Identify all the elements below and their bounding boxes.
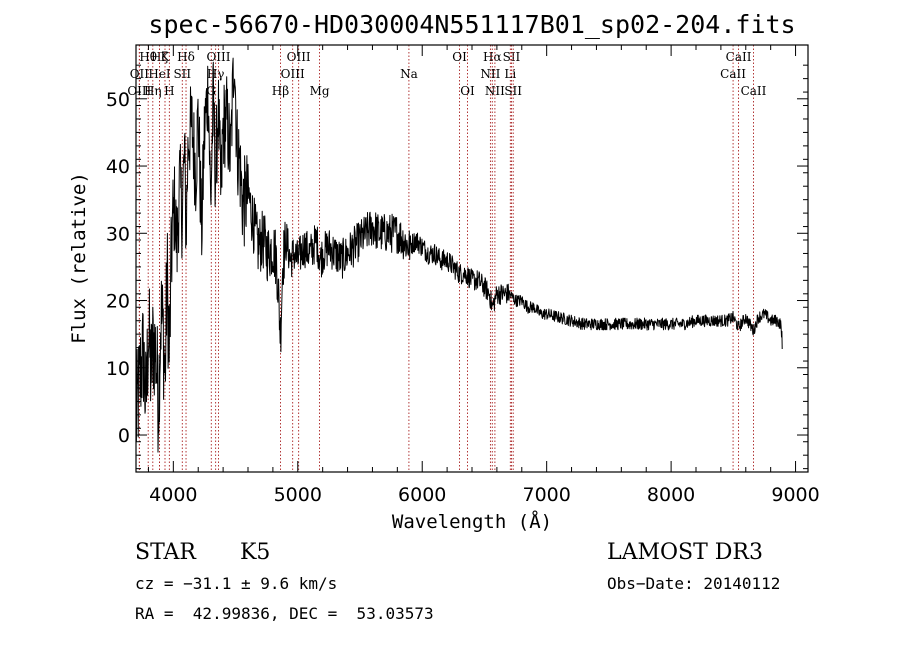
line-marker-label: OIII — [287, 50, 311, 64]
x-axis: 4000 5000 6000 7000 8000 9000 — [147, 45, 820, 506]
line-marker-label: NII — [480, 67, 500, 81]
object-subclass: K5 — [240, 540, 271, 565]
line-marker-label: Na — [400, 67, 418, 81]
line-marker-label: OIII — [127, 84, 151, 98]
x-tick-label: 5000 — [274, 484, 322, 506]
y-tick-label: 20 — [106, 291, 130, 313]
line-marker-label: NII — [485, 84, 505, 98]
redshift-text: cz = −31.1 ± 9.6 km/s — [135, 574, 338, 593]
plot-frame — [135, 44, 809, 473]
obs-date: Obs−Date: 20140112 — [607, 574, 781, 593]
line-marker-label: OI — [452, 50, 467, 64]
line-marker-label: OIII — [206, 50, 230, 64]
line-marker-label: SII — [173, 67, 191, 81]
line-marker-label: G — [206, 84, 216, 98]
line-marker-label: SII — [504, 84, 522, 98]
y-tick-label: 30 — [106, 223, 130, 245]
x-tick-label: 8000 — [647, 484, 695, 506]
x-tick-label: 9000 — [771, 484, 819, 506]
line-marker-label: Hα — [483, 50, 502, 64]
y-tick-label: 0 — [118, 425, 130, 447]
x-axis-label: Wavelength (Å) — [392, 510, 552, 533]
line-marker-label: H — [164, 84, 174, 98]
line-marker-label: Mg — [310, 84, 330, 98]
line-marker-label: Hη — [144, 84, 162, 98]
line-marker-label: K — [161, 50, 171, 64]
y-tick-label: 10 — [106, 358, 130, 380]
spectrum-line — [135, 57, 783, 453]
line-marker-label: Hδ — [177, 50, 195, 64]
object-type: STAR — [135, 540, 196, 565]
y-axis-label: Flux (relative) — [68, 172, 90, 344]
x-tick-label: 7000 — [522, 484, 570, 506]
line-marker-label: Li — [504, 67, 516, 81]
line-marker-label: Hγ — [207, 67, 225, 81]
line-marker-label: OI — [460, 84, 475, 98]
x-tick-label: 6000 — [398, 484, 446, 506]
chart-title: spec-56670-HD030004N551117B01_sp02-204.f… — [148, 10, 795, 39]
x-tick-label: 4000 — [149, 484, 197, 506]
line-marker-label: Hβ — [272, 84, 289, 98]
spectrum-trace — [135, 57, 783, 453]
line-marker-label: CaII — [720, 67, 746, 81]
line-marker-label: CaII — [741, 84, 767, 98]
line-marker-label: HeI — [148, 67, 171, 81]
line-marker-label: SII — [503, 50, 521, 64]
coordinates: RA = 42.99836, DEC = 53.03573 — [135, 604, 434, 623]
y-tick-label: 50 — [106, 89, 130, 111]
line-marker-label: CaII — [726, 50, 752, 64]
y-axis: 0 10 20 30 40 50 — [106, 64, 808, 470]
y-tick-label: 40 — [106, 156, 130, 178]
line-marker-label: OIII — [281, 67, 305, 81]
survey-name: LAMOST DR3 — [607, 540, 763, 565]
